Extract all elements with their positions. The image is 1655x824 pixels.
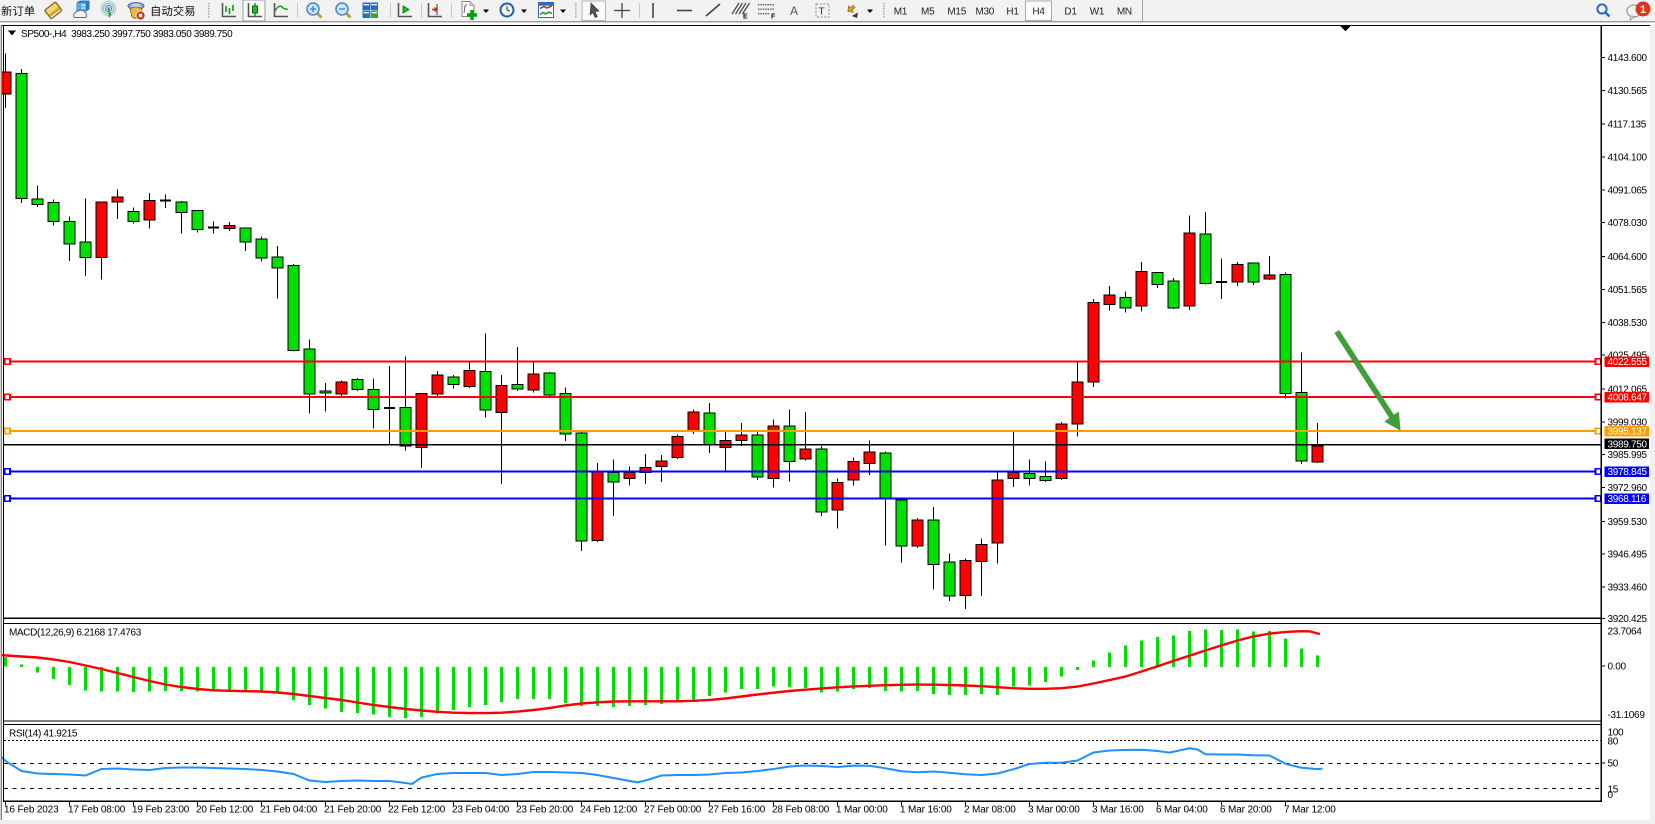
svg-text:100: 100: [1608, 727, 1625, 738]
svg-text:3920.425: 3920.425: [1608, 614, 1648, 625]
svg-text:4012.065: 4012.065: [1608, 385, 1648, 396]
svg-text:RSI(14) 41.9215: RSI(14) 41.9215: [9, 729, 78, 740]
svg-text:3989.750: 3989.750: [1608, 440, 1648, 451]
svg-text:7 Mar 12:00: 7 Mar 12:00: [1284, 805, 1336, 816]
svg-text:23.7064: 23.7064: [1608, 627, 1643, 638]
svg-text:H1: H1: [1006, 7, 1019, 18]
svg-text:D1: D1: [1064, 7, 1077, 18]
svg-text:F: F: [771, 14, 776, 21]
svg-text:M5: M5: [921, 7, 935, 18]
svg-text:3985.995: 3985.995: [1608, 450, 1648, 461]
svg-text:1: 1: [1640, 4, 1646, 16]
svg-text:4143.600: 4143.600: [1608, 53, 1648, 64]
svg-text:H4: H4: [1032, 7, 1045, 18]
svg-text:SP500-,H4 3983.250 3997.750 3: SP500-,H4 3983.250 3997.750 3983.050 398…: [21, 29, 233, 40]
svg-text:0.00: 0.00: [1608, 662, 1627, 673]
svg-text:MN: MN: [1117, 7, 1132, 18]
svg-text:M15: M15: [947, 7, 966, 18]
svg-text:6 Mar 04:00: 6 Mar 04:00: [1156, 805, 1208, 816]
svg-text:f: f: [464, 3, 468, 13]
svg-text:80: 80: [1608, 736, 1619, 747]
svg-text:0: 0: [1608, 790, 1614, 801]
svg-text:28 Feb 08:00: 28 Feb 08:00: [772, 805, 830, 816]
svg-text:21 Feb 04:00: 21 Feb 04:00: [260, 805, 318, 816]
svg-text:M30: M30: [976, 7, 995, 18]
svg-text:4008.647: 4008.647: [1608, 393, 1648, 404]
svg-text:4130.565: 4130.565: [1608, 86, 1648, 97]
svg-text:3972.960: 3972.960: [1608, 483, 1648, 494]
svg-text:T: T: [819, 7, 825, 18]
svg-text:3933.460: 3933.460: [1608, 583, 1648, 594]
svg-text:MACD(12,26,9) 6.2168 17.4763: MACD(12,26,9) 6.2168 17.4763: [9, 628, 142, 639]
svg-text:24 Feb 12:00: 24 Feb 12:00: [580, 805, 638, 816]
svg-text:1 Mar 00:00: 1 Mar 00:00: [836, 805, 888, 816]
svg-text:1 Mar 16:00: 1 Mar 16:00: [900, 805, 952, 816]
svg-text:3946.495: 3946.495: [1608, 550, 1648, 561]
svg-text:4025.495: 4025.495: [1608, 351, 1648, 362]
svg-text:E: E: [743, 14, 748, 21]
svg-text:6 Mar 20:00: 6 Mar 20:00: [1220, 805, 1272, 816]
svg-text:16 Feb 2023: 16 Feb 2023: [4, 805, 59, 816]
svg-text:4064.600: 4064.600: [1608, 252, 1648, 263]
svg-text:22 Feb 12:00: 22 Feb 12:00: [388, 805, 446, 816]
svg-text:3978.845: 3978.845: [1608, 467, 1648, 478]
svg-text:20 Feb 12:00: 20 Feb 12:00: [196, 805, 254, 816]
svg-text:19 Feb 23:00: 19 Feb 23:00: [132, 805, 190, 816]
svg-text:4078.030: 4078.030: [1608, 218, 1648, 229]
svg-text:21 Feb 20:00: 21 Feb 20:00: [324, 805, 382, 816]
svg-text:27 Feb 00:00: 27 Feb 00:00: [644, 805, 702, 816]
svg-text:15: 15: [1608, 784, 1619, 795]
svg-text:3968.116: 3968.116: [1608, 494, 1647, 505]
svg-text:-31.1069: -31.1069: [1608, 710, 1646, 721]
svg-text:4051.565: 4051.565: [1608, 285, 1648, 296]
svg-text:4091.065: 4091.065: [1608, 185, 1648, 196]
svg-text:4117.135: 4117.135: [1608, 120, 1647, 131]
svg-text:M1: M1: [894, 7, 908, 18]
svg-text:27 Feb 16:00: 27 Feb 16:00: [708, 805, 766, 816]
svg-text:3999.030: 3999.030: [1608, 417, 1648, 428]
svg-text:50: 50: [1608, 759, 1619, 770]
svg-text:23 Feb 04:00: 23 Feb 04:00: [452, 805, 510, 816]
svg-text:2 Mar 08:00: 2 Mar 08:00: [964, 805, 1016, 816]
svg-text:3 Mar 00:00: 3 Mar 00:00: [1028, 805, 1080, 816]
svg-text:W1: W1: [1090, 7, 1105, 18]
svg-text:3995.137: 3995.137: [1608, 427, 1648, 438]
svg-text:17 Feb 08:00: 17 Feb 08:00: [68, 805, 126, 816]
svg-text:3959.530: 3959.530: [1608, 517, 1648, 528]
svg-text:3 Mar 16:00: 3 Mar 16:00: [1092, 805, 1144, 816]
svg-text:4104.100: 4104.100: [1608, 153, 1648, 164]
svg-text:4038.530: 4038.530: [1608, 318, 1648, 329]
svg-text:4022.555: 4022.555: [1608, 357, 1648, 368]
svg-text:A: A: [790, 4, 798, 18]
svg-text:23 Feb 20:00: 23 Feb 20:00: [516, 805, 574, 816]
